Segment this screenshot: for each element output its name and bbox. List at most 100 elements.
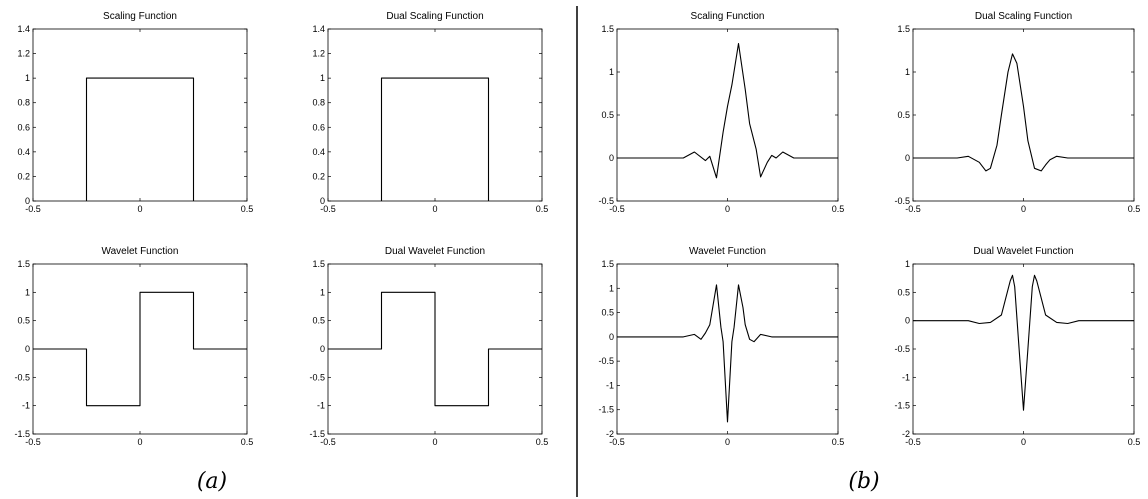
x-tick-label: 0.5: [1128, 437, 1141, 447]
series-line: [913, 53, 1134, 172]
x-tick-label: 0: [432, 437, 437, 447]
chart-4: Dual Scaling Function -0.5 0 0.5 -0.5 0 0.5 1 1.…: [894, 11, 1140, 214]
y-tick-label: 1: [609, 67, 614, 77]
y-tick-label: -1: [22, 401, 30, 411]
y-tick-label: 1.5: [601, 24, 614, 34]
y-tick-label: 0.6: [312, 122, 325, 132]
x-tick-label: -0.5: [320, 437, 336, 447]
y-tick-label: -2: [902, 429, 910, 439]
y-tick-label: 1.2: [312, 49, 325, 59]
chart-title: Dual Scaling Function: [975, 11, 1072, 22]
chart-title: Dual Wavelet Function: [385, 246, 485, 257]
y-tick-label: 1: [905, 67, 910, 77]
y-tick-label: -0.5: [14, 372, 30, 382]
y-tick-label: 1: [320, 287, 325, 297]
x-tick-label: -0.5: [25, 437, 41, 447]
x-tick-label: 0.5: [241, 437, 254, 447]
chart-title: Scaling Function: [103, 11, 177, 22]
y-tick-label: 0: [320, 344, 325, 354]
y-tick-label: -1.5: [894, 401, 910, 411]
y-tick-label: 1: [609, 283, 614, 293]
y-tick-label: 0.2: [17, 171, 30, 181]
series-line: [85, 77, 195, 201]
series-line: [617, 43, 838, 179]
chart-title: Dual Wavelet Function: [973, 246, 1073, 257]
panel-label-a: (a): [197, 469, 227, 494]
chart-5: Wavelet Function -0.5 0 0.5 -1.5 -1 -0.5 0 0.5 1 1…: [14, 246, 253, 447]
y-tick-label: 1.5: [17, 259, 30, 269]
chart-6: Dual Wavelet Function -0.5 0 0.5 -1.5 -1 -0.5 0…: [309, 246, 548, 447]
x-tick-label: 0: [725, 437, 730, 447]
y-tick-label: 0.6: [17, 122, 30, 132]
axes-box: [912, 28, 1135, 202]
x-tick-label: -0.5: [609, 437, 625, 447]
series-line: [913, 274, 1134, 411]
x-tick-label: 0.5: [536, 437, 549, 447]
y-tick-label: -1.5: [14, 429, 30, 439]
y-tick-label: 1.2: [17, 49, 30, 59]
x-tick-label: 0: [432, 204, 437, 214]
x-tick-label: 0.5: [241, 204, 254, 214]
y-tick-label: -0.5: [598, 356, 614, 366]
y-tick-label: -1.5: [598, 405, 614, 415]
y-tick-label: 0.5: [601, 308, 614, 318]
x-tick-label: 0: [1021, 204, 1026, 214]
axes-box: [616, 28, 839, 202]
y-tick-label: 0: [25, 344, 30, 354]
y-tick-label: -0.5: [894, 344, 910, 354]
y-tick-label: 1.5: [312, 259, 325, 269]
x-tick-label: -0.5: [905, 437, 921, 447]
y-tick-label: -0.5: [309, 372, 325, 382]
y-tick-label: 0: [25, 196, 30, 206]
x-tick-label: -0.5: [905, 204, 921, 214]
y-tick-label: 0.5: [17, 316, 30, 326]
x-tick-label: -0.5: [25, 204, 41, 214]
y-tick-label: -1: [606, 380, 614, 390]
y-tick-label: -2: [606, 429, 614, 439]
y-tick-label: 1: [320, 73, 325, 83]
y-tick-label: 1.4: [312, 24, 325, 34]
y-tick-label: -0.5: [598, 196, 614, 206]
y-tick-label: 0.4: [17, 147, 30, 157]
chart-title: Dual Scaling Function: [386, 11, 483, 22]
x-tick-label: 0: [137, 204, 142, 214]
panel-label-b: (b): [848, 469, 879, 494]
chart-8: Dual Wavelet Function -0.5 0 0.5 -2 -1.5 -1 -0.…: [894, 246, 1140, 447]
series-line: [380, 77, 490, 201]
y-tick-label: 0.5: [601, 110, 614, 120]
x-tick-label: 0.5: [832, 204, 845, 214]
y-tick-label: 0.4: [312, 147, 325, 157]
axes-box: [327, 28, 543, 202]
y-tick-label: 1.4: [17, 24, 30, 34]
x-tick-label: -0.5: [609, 204, 625, 214]
y-tick-label: 0: [320, 196, 325, 206]
y-tick-label: 0.5: [897, 287, 910, 297]
chart-7: Wavelet Function -0.5 0 0.5 -2 -1.5 -1 -0.5 0 0.5…: [598, 246, 844, 447]
x-tick-label: -0.5: [320, 204, 336, 214]
y-tick-label: 0.8: [312, 98, 325, 108]
y-tick-label: 1: [25, 73, 30, 83]
y-tick-label: 0.5: [312, 316, 325, 326]
y-tick-label: 0.8: [17, 98, 30, 108]
axes-box: [32, 28, 248, 202]
y-tick-label: 1.5: [897, 24, 910, 34]
y-tick-label: 0.2: [312, 171, 325, 181]
y-tick-label: 1: [25, 287, 30, 297]
y-tick-label: 0: [609, 332, 614, 342]
chart-1: Scaling Function-0.5 0 0.500.20.40.60.811.…: [17, 11, 253, 214]
y-tick-label: 0: [905, 153, 910, 163]
y-tick-label: 1.5: [601, 259, 614, 269]
chart-3: Scaling Function -0.5 0 0.5 -0.5 0 0.5 1 1.5: [598, 11, 844, 214]
series-line: [328, 291, 542, 407]
x-tick-label: 0.5: [1128, 204, 1141, 214]
chart-title: Scaling Function: [691, 11, 765, 22]
x-tick-label: 0: [725, 204, 730, 214]
series-line: [33, 291, 247, 407]
y-tick-label: 0.5: [897, 110, 910, 120]
axes-box: [616, 263, 839, 435]
y-tick-label: 1: [905, 259, 910, 269]
y-tick-label: 0: [609, 153, 614, 163]
y-tick-label: -0.5: [894, 196, 910, 206]
x-tick-label: 0.5: [832, 437, 845, 447]
